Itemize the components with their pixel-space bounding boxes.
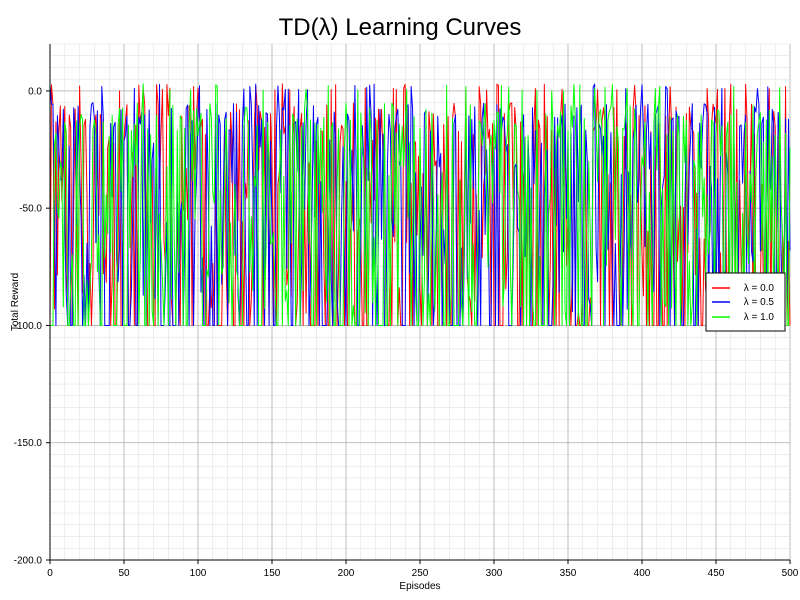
x-tick-label: 500	[782, 568, 799, 579]
y-tick-label: 0.0	[28, 86, 42, 97]
x-tick-label: 50	[118, 568, 130, 579]
x-tick-label: 450	[708, 568, 725, 579]
series-line-2	[50, 83, 791, 326]
y-tick-label: -50.0	[19, 204, 42, 215]
series-layer	[49, 83, 791, 326]
x-tick-label: 0	[47, 568, 53, 579]
x-tick-label: 150	[264, 568, 281, 579]
y-axis-ticks: -200.0 -150.0 -100.0 -50.0 0.0	[14, 86, 50, 567]
y-axis-label: Total Reward	[10, 273, 21, 331]
x-tick-label: 100	[190, 568, 207, 579]
series-line-1	[49, 83, 791, 326]
legend: λ = 0.0 λ = 0.5 λ = 1.0	[705, 272, 786, 332]
y-tick-label: -150.0	[14, 438, 43, 449]
legend-label-lambda-0: λ = 0.0	[744, 283, 775, 294]
legend-label-lambda-0-5: λ = 0.5	[744, 297, 775, 308]
x-tick-label: 250	[412, 568, 429, 579]
x-tick-label: 400	[634, 568, 651, 579]
x-axis-ticks: 0 50 100 150 200 250 300 350 400 450 500	[47, 560, 799, 579]
y-tick-label: -100.0	[14, 321, 43, 332]
legend-label-lambda-1: λ = 1.0	[744, 312, 775, 323]
x-axis-label: Episodes	[399, 581, 440, 592]
x-tick-label: 350	[560, 568, 577, 579]
chart-title: TD(λ) Learning Curves	[279, 14, 522, 41]
y-tick-label: -200.0	[14, 556, 43, 567]
x-tick-label: 200	[338, 568, 355, 579]
x-tick-label: 300	[486, 568, 503, 579]
